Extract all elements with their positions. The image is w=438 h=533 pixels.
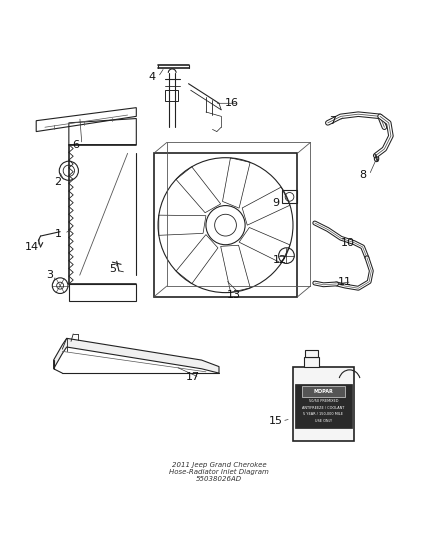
Bar	[154, 154, 297, 297]
Text: 12: 12	[273, 255, 287, 265]
Text: 10: 10	[340, 238, 354, 247]
Text: 9: 9	[272, 198, 279, 208]
Text: 13: 13	[227, 290, 241, 300]
Text: 17: 17	[186, 373, 200, 383]
Text: 5 YEAR / 150,000 MILE: 5 YEAR / 150,000 MILE	[304, 413, 343, 416]
Text: 14: 14	[25, 242, 39, 252]
Text: 2: 2	[54, 176, 61, 187]
Text: 5: 5	[109, 264, 116, 273]
Text: 16: 16	[225, 98, 239, 108]
Text: 2011 Jeep Grand Cherokee
Hose-Radiator Inlet Diagram
55038026AD: 2011 Jeep Grand Cherokee Hose-Radiator I…	[169, 462, 269, 482]
Text: 4: 4	[148, 72, 155, 82]
Text: 6: 6	[72, 140, 79, 150]
Text: MOPAR: MOPAR	[314, 389, 333, 394]
Text: 15: 15	[268, 416, 283, 426]
Bar	[282, 190, 297, 204]
Text: 7: 7	[328, 116, 336, 126]
Bar	[295, 384, 352, 427]
Text: 50/50 PREMIXED: 50/50 PREMIXED	[309, 399, 338, 402]
Text: 3: 3	[46, 270, 53, 280]
Bar	[305, 351, 318, 357]
Text: 1: 1	[54, 229, 61, 239]
Text: 11: 11	[338, 277, 352, 287]
Text: ANTIFREEZE / COOLANT: ANTIFREEZE / COOLANT	[302, 406, 345, 409]
Bar	[165, 90, 178, 101]
Bar	[302, 386, 345, 397]
Text: 8: 8	[359, 170, 366, 180]
Text: USE ONLY: USE ONLY	[315, 419, 332, 423]
Bar	[304, 357, 319, 367]
Polygon shape	[53, 338, 219, 373]
Bar	[293, 367, 354, 441]
